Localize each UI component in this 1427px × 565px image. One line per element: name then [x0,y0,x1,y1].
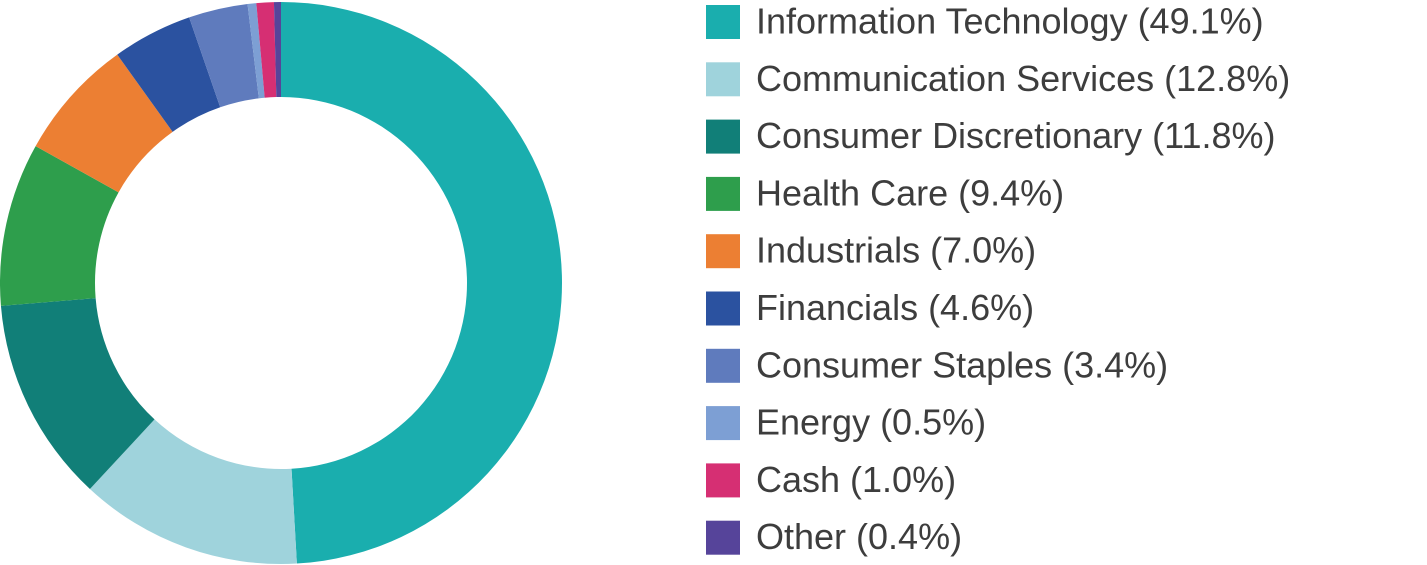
legend-label: Cash (1.0%) [756,459,956,500]
legend-label: Communication Services (12.8%) [756,58,1290,99]
legend-swatch [706,520,740,555]
legend-label: Information Technology (49.1%) [756,1,1264,42]
legend-swatch [706,5,740,39]
legend-swatch [706,406,740,441]
legend-swatch [706,463,740,498]
legend-label: Energy (0.5%) [756,402,986,443]
legend-label: Other (0.4%) [756,516,962,557]
donut-slice [256,2,277,98]
legend-swatch [706,234,740,269]
donut-slice [247,3,265,99]
legend-label: Health Care (9.4%) [756,172,1064,213]
legend-label: Financials (4.6%) [756,287,1034,328]
legend-label: Consumer Staples (3.4%) [756,344,1168,385]
donut-slice [0,146,119,306]
donut-slice [89,419,297,564]
donut-slice [273,2,281,98]
legend-label: Industrials (7.0%) [756,230,1036,271]
donut-slice [117,17,221,132]
legend-swatch [706,62,740,97]
donut-slice [281,2,562,564]
legend-swatch [706,348,740,383]
legend-label: Consumer Discretionary (11.8%) [756,115,1276,156]
donut-slice [0,298,155,490]
donut-slice [35,54,173,193]
legend-swatch [706,291,740,326]
legend-swatch [706,176,740,211]
legend-swatch [706,119,740,154]
donut-slice [189,3,259,108]
